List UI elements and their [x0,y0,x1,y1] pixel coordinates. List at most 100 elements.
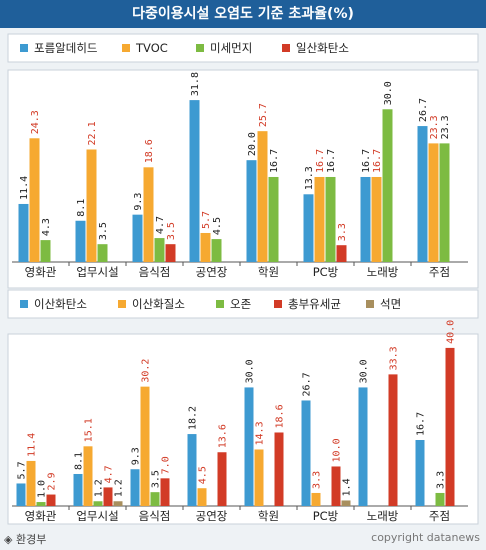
bar [73,473,83,506]
data-label: 3.5 [151,470,162,488]
legend-label: 미세먼지 [210,41,252,55]
data-label: 26.7 [302,372,313,396]
data-label: 18.6 [144,139,155,163]
data-label: 1.4 [342,478,353,496]
bar [217,452,227,506]
x-tick-label: 주점 [429,509,450,523]
data-label: 1.2 [114,479,125,497]
data-label: 5.7 [201,211,212,229]
data-label: 8.1 [76,199,87,217]
chart-title: 다중이용시설 오염도 기준 초과율(%) [0,0,486,28]
bar [417,126,428,262]
x-tick-label: 공연장 [196,265,228,279]
bar [435,492,445,506]
bar [246,160,257,262]
bar [331,466,341,506]
bar [160,478,170,506]
data-label: 3.3 [436,471,447,489]
x-tick-label: 노래방 [367,265,399,279]
bar [388,374,398,506]
data-label: 13.3 [304,166,315,190]
data-label: 40.0 [446,320,457,344]
bar [83,446,93,506]
bar [439,143,450,262]
data-label: 30.2 [141,359,152,383]
bar [40,240,51,262]
bar [274,432,284,506]
x-tick-label: 음식점 [139,265,171,279]
legend-panel [7,289,479,319]
data-label: 23.3 [429,115,440,139]
legend-label: 석면 [380,297,401,311]
data-label: 26.7 [418,98,429,122]
bar [165,244,176,262]
data-label: 16.7 [372,149,383,173]
bar [200,232,211,262]
bar [86,149,97,262]
data-label: 5.7 [17,461,28,479]
data-label: 33.3 [389,346,400,370]
bar [303,194,314,262]
legend-swatch [118,300,126,308]
data-label: 14.3 [255,421,266,445]
data-label: 1.2 [94,479,105,497]
data-label: 20.0 [247,132,258,156]
data-label: 3.3 [312,471,323,489]
x-tick-label: 영화관 [25,509,57,523]
x-tick-label: 노래방 [367,509,399,523]
legend-label: 포름알데히드 [34,41,97,55]
bar [445,347,455,506]
bar [113,501,123,506]
bar [211,239,222,262]
bar [143,167,154,262]
bar [132,214,143,262]
bar [360,176,371,262]
bar [93,501,103,506]
x-tick-label: 주점 [429,265,450,279]
bar [314,176,325,262]
bar [336,245,347,262]
data-label: 4.7 [104,465,115,483]
bar [75,220,86,262]
bar [325,176,336,262]
bar [268,176,279,262]
data-label: 18.6 [275,404,286,428]
bar [187,434,197,506]
legend-swatch [366,300,374,308]
copyright-note: copyright datanews [371,531,480,544]
bar [29,138,40,262]
data-label: 7.0 [161,456,172,474]
data-label: 4.7 [155,216,166,234]
data-label: 8.1 [74,452,85,470]
data-label: 13.6 [218,424,229,448]
bar [154,238,165,262]
data-label: 16.7 [361,149,372,173]
data-label: 4.5 [198,466,209,484]
bar [428,143,439,262]
bar [150,492,160,506]
bar [197,488,207,506]
bar [341,500,351,506]
bar [189,100,200,262]
legend-panel [7,33,479,63]
data-label: 30.0 [359,359,370,383]
x-tick-label: 영화관 [25,265,57,279]
x-tick-label: 공연장 [196,509,228,523]
x-tick-label: PC방 [313,265,339,279]
legend-swatch [216,300,224,308]
data-label: 15.1 [84,418,95,442]
bar [16,483,26,506]
legend-label: TVOC [135,41,168,55]
bar [140,386,150,506]
legend-swatch [20,44,28,52]
bar [97,244,108,262]
data-label: 2.9 [47,472,58,490]
data-label: 16.7 [416,412,427,436]
bar [130,469,140,506]
data-label: 3.5 [98,222,109,240]
legend-label: 이산화질소 [132,297,185,311]
data-label: 30.0 [245,359,256,383]
data-label: 31.8 [190,72,201,96]
